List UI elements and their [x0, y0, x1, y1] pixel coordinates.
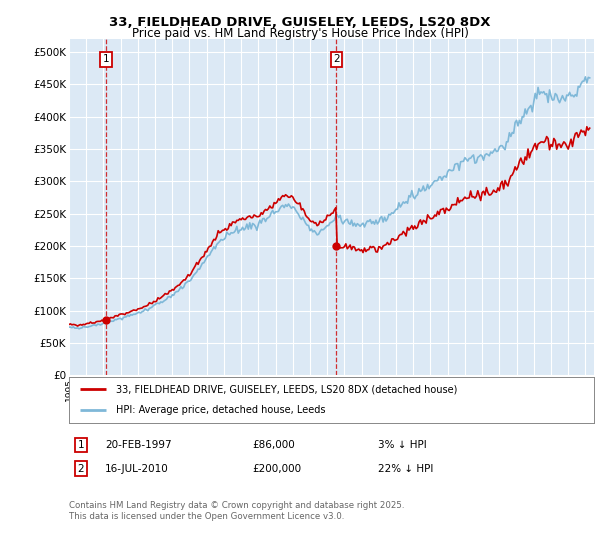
Text: 1: 1 — [103, 54, 109, 64]
Text: HPI: Average price, detached house, Leeds: HPI: Average price, detached house, Leed… — [116, 405, 326, 416]
Text: Contains HM Land Registry data © Crown copyright and database right 2025.
This d: Contains HM Land Registry data © Crown c… — [69, 501, 404, 521]
Text: 33, FIELDHEAD DRIVE, GUISELEY, LEEDS, LS20 8DX: 33, FIELDHEAD DRIVE, GUISELEY, LEEDS, LS… — [109, 16, 491, 29]
Text: 16-JUL-2010: 16-JUL-2010 — [105, 464, 169, 474]
Text: 33, FIELDHEAD DRIVE, GUISELEY, LEEDS, LS20 8DX (detached house): 33, FIELDHEAD DRIVE, GUISELEY, LEEDS, LS… — [116, 384, 458, 394]
Text: £200,000: £200,000 — [252, 464, 301, 474]
Text: 1: 1 — [77, 440, 85, 450]
Text: Price paid vs. HM Land Registry's House Price Index (HPI): Price paid vs. HM Land Registry's House … — [131, 27, 469, 40]
Text: 3% ↓ HPI: 3% ↓ HPI — [378, 440, 427, 450]
Text: 22% ↓ HPI: 22% ↓ HPI — [378, 464, 433, 474]
Text: 2: 2 — [77, 464, 85, 474]
Text: 20-FEB-1997: 20-FEB-1997 — [105, 440, 172, 450]
Text: £86,000: £86,000 — [252, 440, 295, 450]
Text: 2: 2 — [333, 54, 340, 64]
